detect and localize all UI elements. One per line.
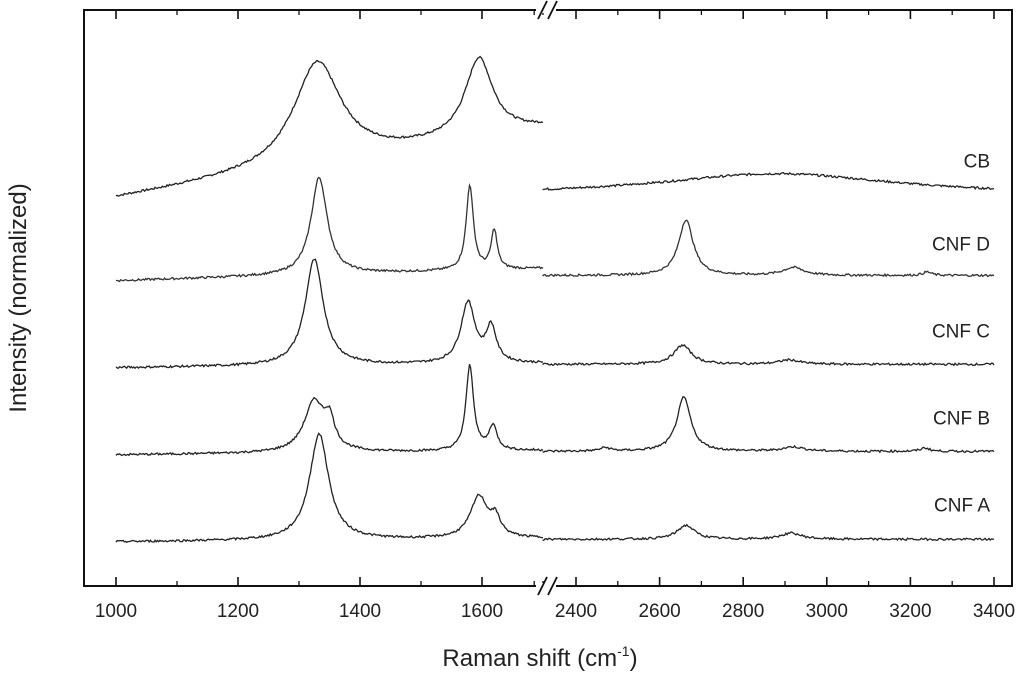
series-label: CNF D bbox=[932, 234, 990, 255]
series-labels: CB CNF D CNF C CNF B CNF A bbox=[932, 152, 990, 517]
series-line-cnf-d bbox=[542, 219, 995, 278]
series-label: CB bbox=[964, 152, 990, 173]
x-axis-label: Raman shift (cm-1) bbox=[442, 643, 637, 672]
x-tick-label: 2600 bbox=[638, 601, 680, 622]
y-axis-label: Intensity (normalized) bbox=[5, 183, 32, 412]
axis-break-slash bbox=[547, 0, 558, 20]
series-line-cnf-a bbox=[542, 523, 995, 542]
series-line-cnf-c bbox=[115, 258, 544, 370]
x-tick-label: 3200 bbox=[889, 601, 931, 622]
axis-break-marks bbox=[536, 0, 558, 596]
series-line-cb bbox=[115, 55, 544, 197]
series-line-cb bbox=[542, 172, 995, 191]
x-tick-label: 2400 bbox=[555, 601, 597, 622]
x-tick-label: 1600 bbox=[461, 601, 503, 622]
x-tick-label: 1400 bbox=[339, 601, 381, 622]
axis-break-gap-top bbox=[536, 7, 556, 13]
series-label: CNF B bbox=[933, 408, 990, 429]
x-ticks bbox=[115, 10, 995, 586]
series-label: CNF A bbox=[934, 495, 990, 516]
x-tick-label: 1000 bbox=[95, 601, 137, 622]
series-line-cnf-c bbox=[542, 343, 995, 367]
axis-break-gap-bottom bbox=[536, 583, 556, 589]
series-line-cnf-d bbox=[115, 176, 544, 283]
x-tick-label: 2800 bbox=[722, 601, 764, 622]
x-tick-label: 3000 bbox=[806, 601, 848, 622]
series-label: CNF C bbox=[932, 321, 990, 342]
plot-frame bbox=[83, 9, 1013, 587]
axis-break-slash bbox=[547, 576, 558, 596]
x-tick-label: 1200 bbox=[217, 601, 259, 622]
axis-break-slash bbox=[537, 0, 548, 20]
series-line-cnf-b bbox=[542, 396, 995, 454]
series-line-cnf-a bbox=[115, 432, 544, 544]
axis-break-slash bbox=[537, 576, 548, 596]
series-line-cnf-b bbox=[115, 364, 544, 457]
x-tick-labels: 1000 1200 1400 1600 2400 2600 2800 3000 3200 3400 bbox=[95, 601, 1015, 622]
x-tick-label: 3400 bbox=[973, 601, 1015, 622]
series-lines bbox=[115, 55, 995, 544]
